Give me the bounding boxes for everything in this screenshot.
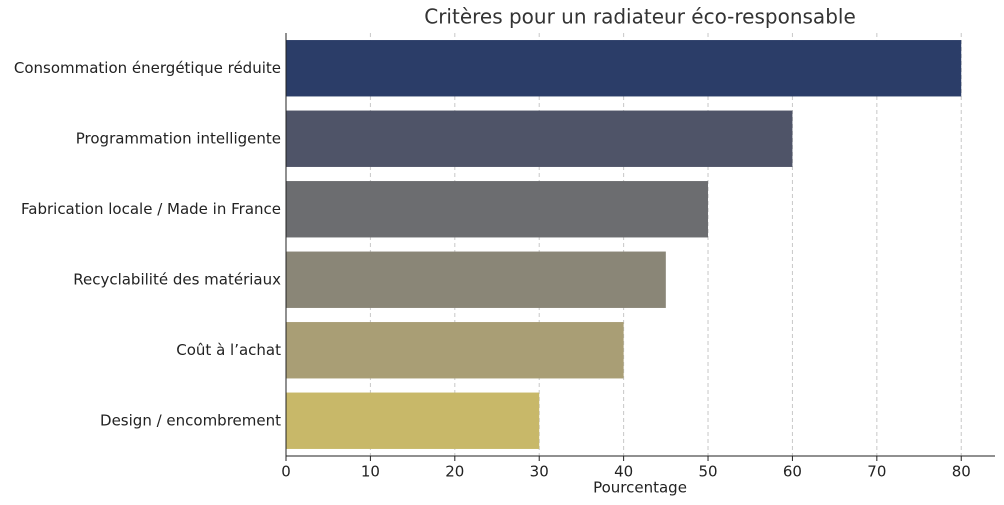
bar xyxy=(286,251,666,308)
bar xyxy=(286,322,624,379)
bar xyxy=(286,392,540,449)
x-tick-label: 60 xyxy=(783,463,802,481)
bar xyxy=(286,40,962,97)
y-tick-label: Programmation intelligente xyxy=(76,129,281,147)
bar xyxy=(286,181,709,238)
x-axis-label: Pourcentage xyxy=(593,479,687,497)
bar xyxy=(286,110,793,167)
x-tick-label: 20 xyxy=(445,463,464,481)
y-tick-label: Coût à l’achat xyxy=(176,341,281,359)
x-tick-label: 0 xyxy=(281,463,291,481)
x-tick-label: 50 xyxy=(698,463,717,481)
x-tick-label: 80 xyxy=(952,463,971,481)
x-tick-label: 70 xyxy=(867,463,886,481)
y-tick-label: Consommation énergétique réduite xyxy=(14,59,281,77)
x-tick-label: 10 xyxy=(361,463,380,481)
chart-title: Critères pour un radiateur éco-responsab… xyxy=(424,5,856,29)
y-tick-label: Design / encombrement xyxy=(100,411,281,429)
y-tick-label: Fabrication locale / Made in France xyxy=(21,200,281,218)
y-tick-label: Recyclabilité des matériaux xyxy=(73,270,281,288)
x-tick-label: 30 xyxy=(530,463,549,481)
x-tick-label: 40 xyxy=(614,463,633,481)
